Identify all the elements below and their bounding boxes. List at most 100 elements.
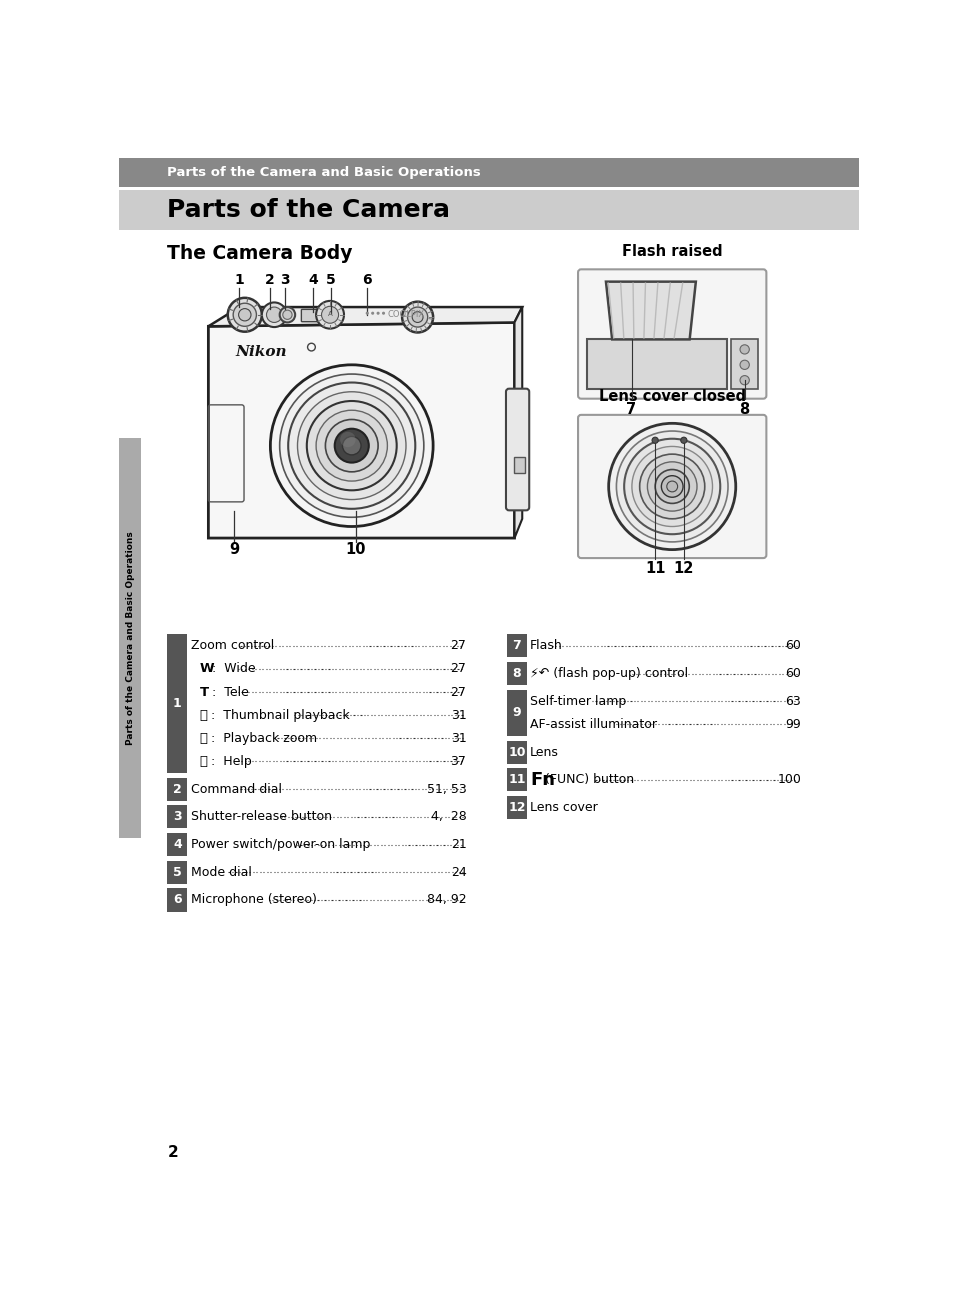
Circle shape [270, 365, 433, 527]
Circle shape [238, 309, 251, 321]
Bar [167, 635, 187, 773]
Text: :  Thumbnail playback: : Thumbnail playback [207, 708, 349, 721]
Text: Microphone (stereo): Microphone (stereo) [191, 894, 316, 907]
Text: 6: 6 [172, 894, 181, 907]
Text: 11: 11 [644, 561, 664, 577]
Circle shape [631, 447, 712, 527]
Circle shape [340, 432, 355, 447]
Text: AF-assist illuminator: AF-assist illuminator [530, 717, 657, 731]
Text: ❓: ❓ [199, 754, 208, 767]
Bar [167, 888, 187, 912]
Bar [506, 769, 526, 791]
Text: Flash: Flash [530, 640, 562, 652]
FancyBboxPatch shape [578, 415, 765, 558]
Text: The Camera Body: The Camera Body [167, 243, 353, 263]
FancyBboxPatch shape [505, 389, 529, 510]
Text: A: A [327, 311, 332, 317]
Text: Nikon: Nikon [235, 344, 287, 359]
Text: 6: 6 [362, 273, 372, 288]
Circle shape [342, 436, 360, 455]
Text: 12: 12 [673, 561, 693, 577]
Text: Parts of the Camera and Basic Operations: Parts of the Camera and Basic Operations [167, 166, 480, 179]
Text: T: T [199, 686, 209, 699]
Text: Self-timer lamp: Self-timer lamp [530, 695, 625, 708]
Text: Mode dial: Mode dial [191, 866, 252, 879]
Circle shape [623, 439, 720, 535]
Text: :  Wide: : Wide [208, 662, 255, 675]
Bar [119, 438, 141, 838]
Text: ⚡↶ (flash pop-up) control: ⚡↶ (flash pop-up) control [530, 668, 687, 681]
Text: 8: 8 [739, 402, 749, 417]
Circle shape [233, 304, 256, 326]
Bar [514, 457, 525, 473]
Bar [506, 635, 526, 657]
Text: 4: 4 [172, 838, 182, 851]
Text: 5: 5 [172, 866, 182, 879]
Text: Lens: Lens [530, 745, 558, 758]
Text: 4,  28: 4, 28 [430, 811, 466, 824]
Circle shape [412, 311, 422, 322]
Bar [167, 778, 187, 800]
Bar [587, 339, 726, 389]
Circle shape [307, 401, 396, 490]
Text: 84, 92: 84, 92 [426, 894, 466, 907]
Bar [506, 690, 526, 736]
Circle shape [261, 302, 286, 327]
Circle shape [321, 306, 338, 323]
Circle shape [315, 301, 344, 328]
Circle shape [639, 455, 704, 519]
Text: Lens cover closed: Lens cover closed [598, 389, 745, 405]
Bar [167, 833, 187, 855]
Text: 1: 1 [234, 273, 244, 288]
Circle shape [288, 382, 415, 509]
Text: Parts of the Camera and Basic Operations: Parts of the Camera and Basic Operations [126, 531, 134, 745]
Text: 27: 27 [450, 640, 466, 652]
Circle shape [740, 344, 748, 353]
Text: 27: 27 [450, 686, 466, 699]
Text: W: W [199, 662, 214, 675]
Circle shape [402, 302, 433, 332]
Text: 8: 8 [512, 668, 520, 681]
Circle shape [740, 376, 748, 385]
Text: 24: 24 [450, 866, 466, 879]
FancyBboxPatch shape [578, 269, 765, 398]
Text: :  Help: : Help [207, 754, 252, 767]
Text: 31: 31 [450, 732, 466, 745]
Bar [167, 805, 187, 828]
Text: 1: 1 [172, 698, 182, 710]
Bar [506, 796, 526, 819]
Text: 51, 53: 51, 53 [426, 783, 466, 795]
Text: 2: 2 [167, 1144, 178, 1160]
Text: Lens cover: Lens cover [530, 802, 598, 815]
Circle shape [335, 428, 369, 463]
Text: 9: 9 [512, 707, 520, 719]
Text: Power switch/power-on lamp: Power switch/power-on lamp [191, 838, 370, 851]
Circle shape [266, 307, 282, 322]
Text: 100: 100 [777, 774, 801, 786]
Text: 12: 12 [508, 802, 525, 815]
Text: 7: 7 [626, 402, 636, 417]
Text: 37: 37 [450, 754, 466, 767]
Circle shape [376, 311, 379, 315]
Text: 31: 31 [450, 708, 466, 721]
Text: 10: 10 [345, 543, 366, 557]
Text: Zoom control: Zoom control [191, 640, 274, 652]
FancyBboxPatch shape [301, 309, 318, 322]
Text: ⯀: ⯀ [199, 708, 208, 721]
Text: 60: 60 [784, 640, 801, 652]
Circle shape [315, 410, 387, 481]
Circle shape [279, 307, 294, 322]
Text: Fn: Fn [530, 771, 555, 788]
Bar [506, 741, 526, 763]
Bar [167, 861, 187, 884]
Bar [506, 662, 526, 685]
Text: 5: 5 [326, 273, 335, 288]
Circle shape [297, 392, 406, 499]
Circle shape [325, 419, 377, 472]
Text: 27: 27 [450, 662, 466, 675]
Circle shape [652, 438, 658, 443]
Text: ⌕: ⌕ [199, 732, 208, 745]
Circle shape [680, 438, 686, 443]
Text: 21: 21 [450, 838, 466, 851]
Circle shape [407, 307, 427, 327]
